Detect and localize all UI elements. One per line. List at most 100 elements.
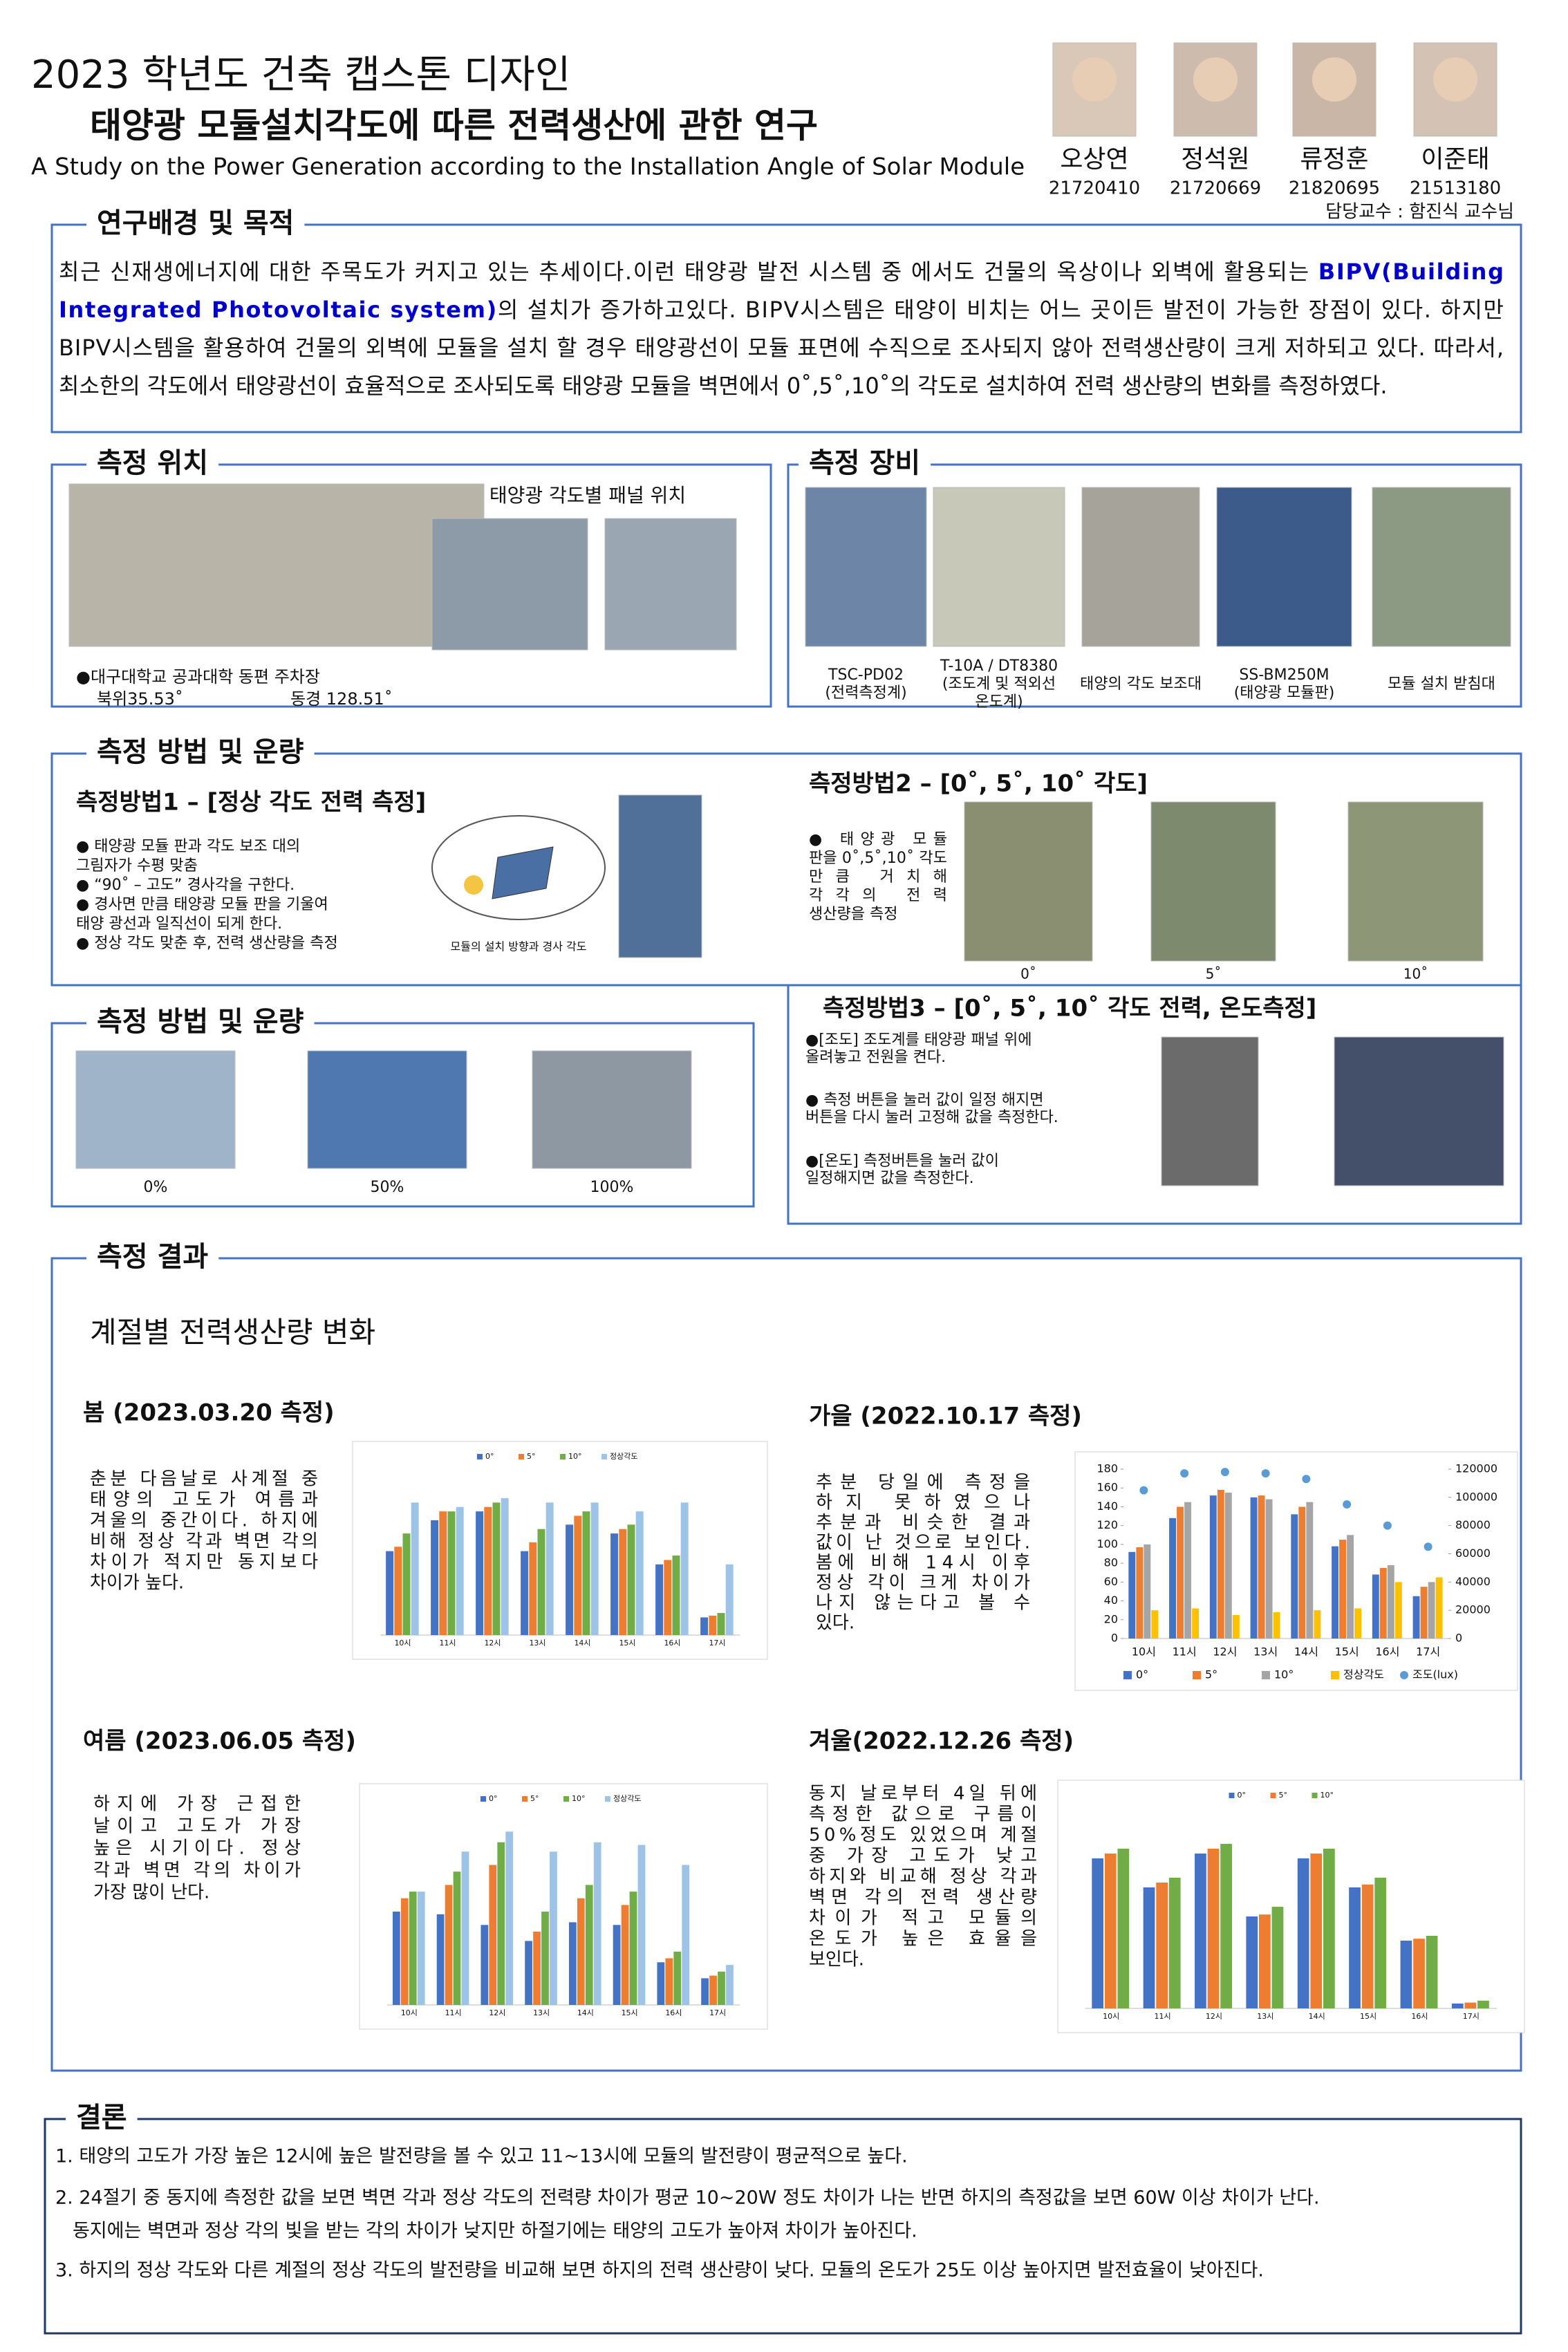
bar <box>1220 1844 1232 2008</box>
face <box>1312 57 1356 102</box>
section-box <box>50 223 1522 433</box>
x-tick-label: 10시 <box>401 2008 418 2017</box>
bar <box>1349 1887 1361 2008</box>
bar <box>673 1951 682 2005</box>
highlight-text: Integrated Photovoltaic system) <box>59 297 496 323</box>
module-icon <box>492 846 554 899</box>
bar <box>680 1502 689 1635</box>
legend-label: 5° <box>527 1452 536 1461</box>
x-tick-label: 17시 <box>1463 2012 1480 2021</box>
bar <box>1426 1936 1438 2008</box>
x-tick-label: 11시 <box>439 1639 456 1648</box>
bullet-line: 판을 0˚,5˚,10˚ 각도 <box>809 850 947 867</box>
section-box <box>50 752 1522 987</box>
bullet-line: 올려놓고 전원을 켠다. <box>805 1049 946 1066</box>
bar <box>1400 1941 1412 2008</box>
bar <box>1451 2004 1464 2008</box>
bar <box>1156 1883 1168 2008</box>
legend-swatch <box>1312 1793 1318 1798</box>
season-text: 보인다. <box>809 1950 864 1970</box>
bar <box>1117 1849 1130 2008</box>
photo <box>805 487 927 647</box>
x-tick-label: 13시 <box>529 1639 545 1648</box>
equipment-label: (태양광 모듈판) <box>1234 684 1335 702</box>
paragraph-line: Integrated Photovoltaic system)의 설치가 증가하… <box>59 297 1504 323</box>
x-tick-label: 13시 <box>533 2008 550 2017</box>
x-tick-label: 13시 <box>1257 2012 1273 2021</box>
season-text: 차이가 높다. <box>90 1573 184 1594</box>
bar <box>627 1524 635 1635</box>
bar <box>1246 1916 1258 2008</box>
text-span: 의 설치가 증가하고있다. BIPV시스템은 태양이 비치는 어느 곳이든 발전… <box>498 297 1504 323</box>
bar <box>409 1892 417 2005</box>
bar <box>1291 1514 1298 1639</box>
scatter-point <box>1383 1521 1392 1530</box>
bar <box>635 1511 644 1635</box>
bullet-line: ● 태양광 모듈 판과 각도 보조 대의 <box>76 838 300 855</box>
equipment-label: TSC-PD02 <box>828 666 904 684</box>
y-tick-label: 20 <box>1104 1612 1118 1625</box>
bar <box>1271 1907 1284 2008</box>
season-title: 가을 (2022.10.17 측정) <box>809 1403 1082 1430</box>
y2-tick-label: 60000 <box>1455 1547 1491 1560</box>
equipment-label: 모듈 설치 받침대 <box>1388 675 1495 693</box>
x-tick-label: 12시 <box>484 1639 501 1648</box>
sun-icon <box>464 875 483 895</box>
bar <box>545 1502 554 1635</box>
bar <box>1413 1939 1425 2008</box>
bar <box>497 1842 505 2005</box>
x-tick-label: 17시 <box>1416 1645 1440 1659</box>
section-box <box>50 1257 1522 2072</box>
bar <box>610 1533 619 1635</box>
bar <box>505 1831 514 2005</box>
x-tick-label: 10시 <box>1103 2012 1119 2021</box>
panel-label: 태양광 각도별 패널 위치 <box>489 484 686 507</box>
bar <box>585 1885 593 2005</box>
legend-swatch <box>1123 1671 1132 1679</box>
bar <box>1354 1608 1362 1639</box>
y-tick-label: 180 <box>1096 1462 1118 1475</box>
bar <box>1379 1567 1387 1639</box>
bar <box>431 1520 439 1635</box>
season-text: 중 가장 고도가 낮고 <box>809 1846 1037 1867</box>
y2-tick-label: 0 <box>1455 1632 1462 1645</box>
bar <box>1420 1587 1428 1639</box>
paragraph-line: 최근 신재생에너지에 대한 주목도가 커지고 있는 추세이다.이런 태양광 발전… <box>59 259 1504 285</box>
photo <box>618 794 702 958</box>
y-tick-label: 0 <box>1111 1632 1118 1645</box>
section-heading: 결론 <box>76 2102 127 2134</box>
season-text: 값이 난 것으로 보인다. <box>816 1533 1030 1553</box>
legend-swatch <box>605 1796 610 1802</box>
bar <box>1273 1612 1280 1639</box>
bar <box>1144 1544 1151 1639</box>
heading-background <box>86 734 315 773</box>
photo <box>75 1050 236 1169</box>
results-subtitle: 계절별 전력생산량 변화 <box>90 1316 375 1350</box>
x-tick-label: 16시 <box>664 1639 680 1648</box>
scatter-point <box>1424 1542 1432 1551</box>
legend-label: 5° <box>530 1794 539 1803</box>
bar <box>1184 1502 1192 1639</box>
bullet-line: 태양 광선과 일직선이 되게 한다. <box>76 915 282 933</box>
photo <box>1372 487 1511 647</box>
heading-background <box>86 445 219 484</box>
bar <box>657 1962 665 2005</box>
season-text: 50%정도 있었으며 계절 <box>809 1825 1037 1846</box>
section-box <box>50 1022 755 1208</box>
bar <box>577 1898 585 2005</box>
x-tick-label: 15시 <box>622 2008 638 2017</box>
paragraph-line: BIPV시스템을 활용하여 건물의 외벽에 모듈을 설치 할 경우 태양광선이 … <box>59 335 1504 361</box>
bullet-line: 일정해지면 값을 측정한다. <box>805 1170 974 1187</box>
bar <box>1143 1887 1155 2008</box>
x-tick-label: 12시 <box>1206 2012 1222 2021</box>
method-title: 측정방법3 – [0˚, 5˚, 10˚ 각도 전력, 온도측정] <box>823 995 1316 1023</box>
scatter-point <box>1139 1486 1148 1495</box>
season-text: 벽면 각의 전력 생산량 <box>809 1887 1037 1908</box>
bar <box>1168 1878 1181 2008</box>
photo <box>68 483 485 647</box>
face <box>1193 57 1238 102</box>
bar <box>701 1978 709 2005</box>
conclusion-line: 2. 24절기 중 동지에 측정한 값을 보면 벽면 각과 정상 각도의 전력량… <box>55 2187 1320 2209</box>
